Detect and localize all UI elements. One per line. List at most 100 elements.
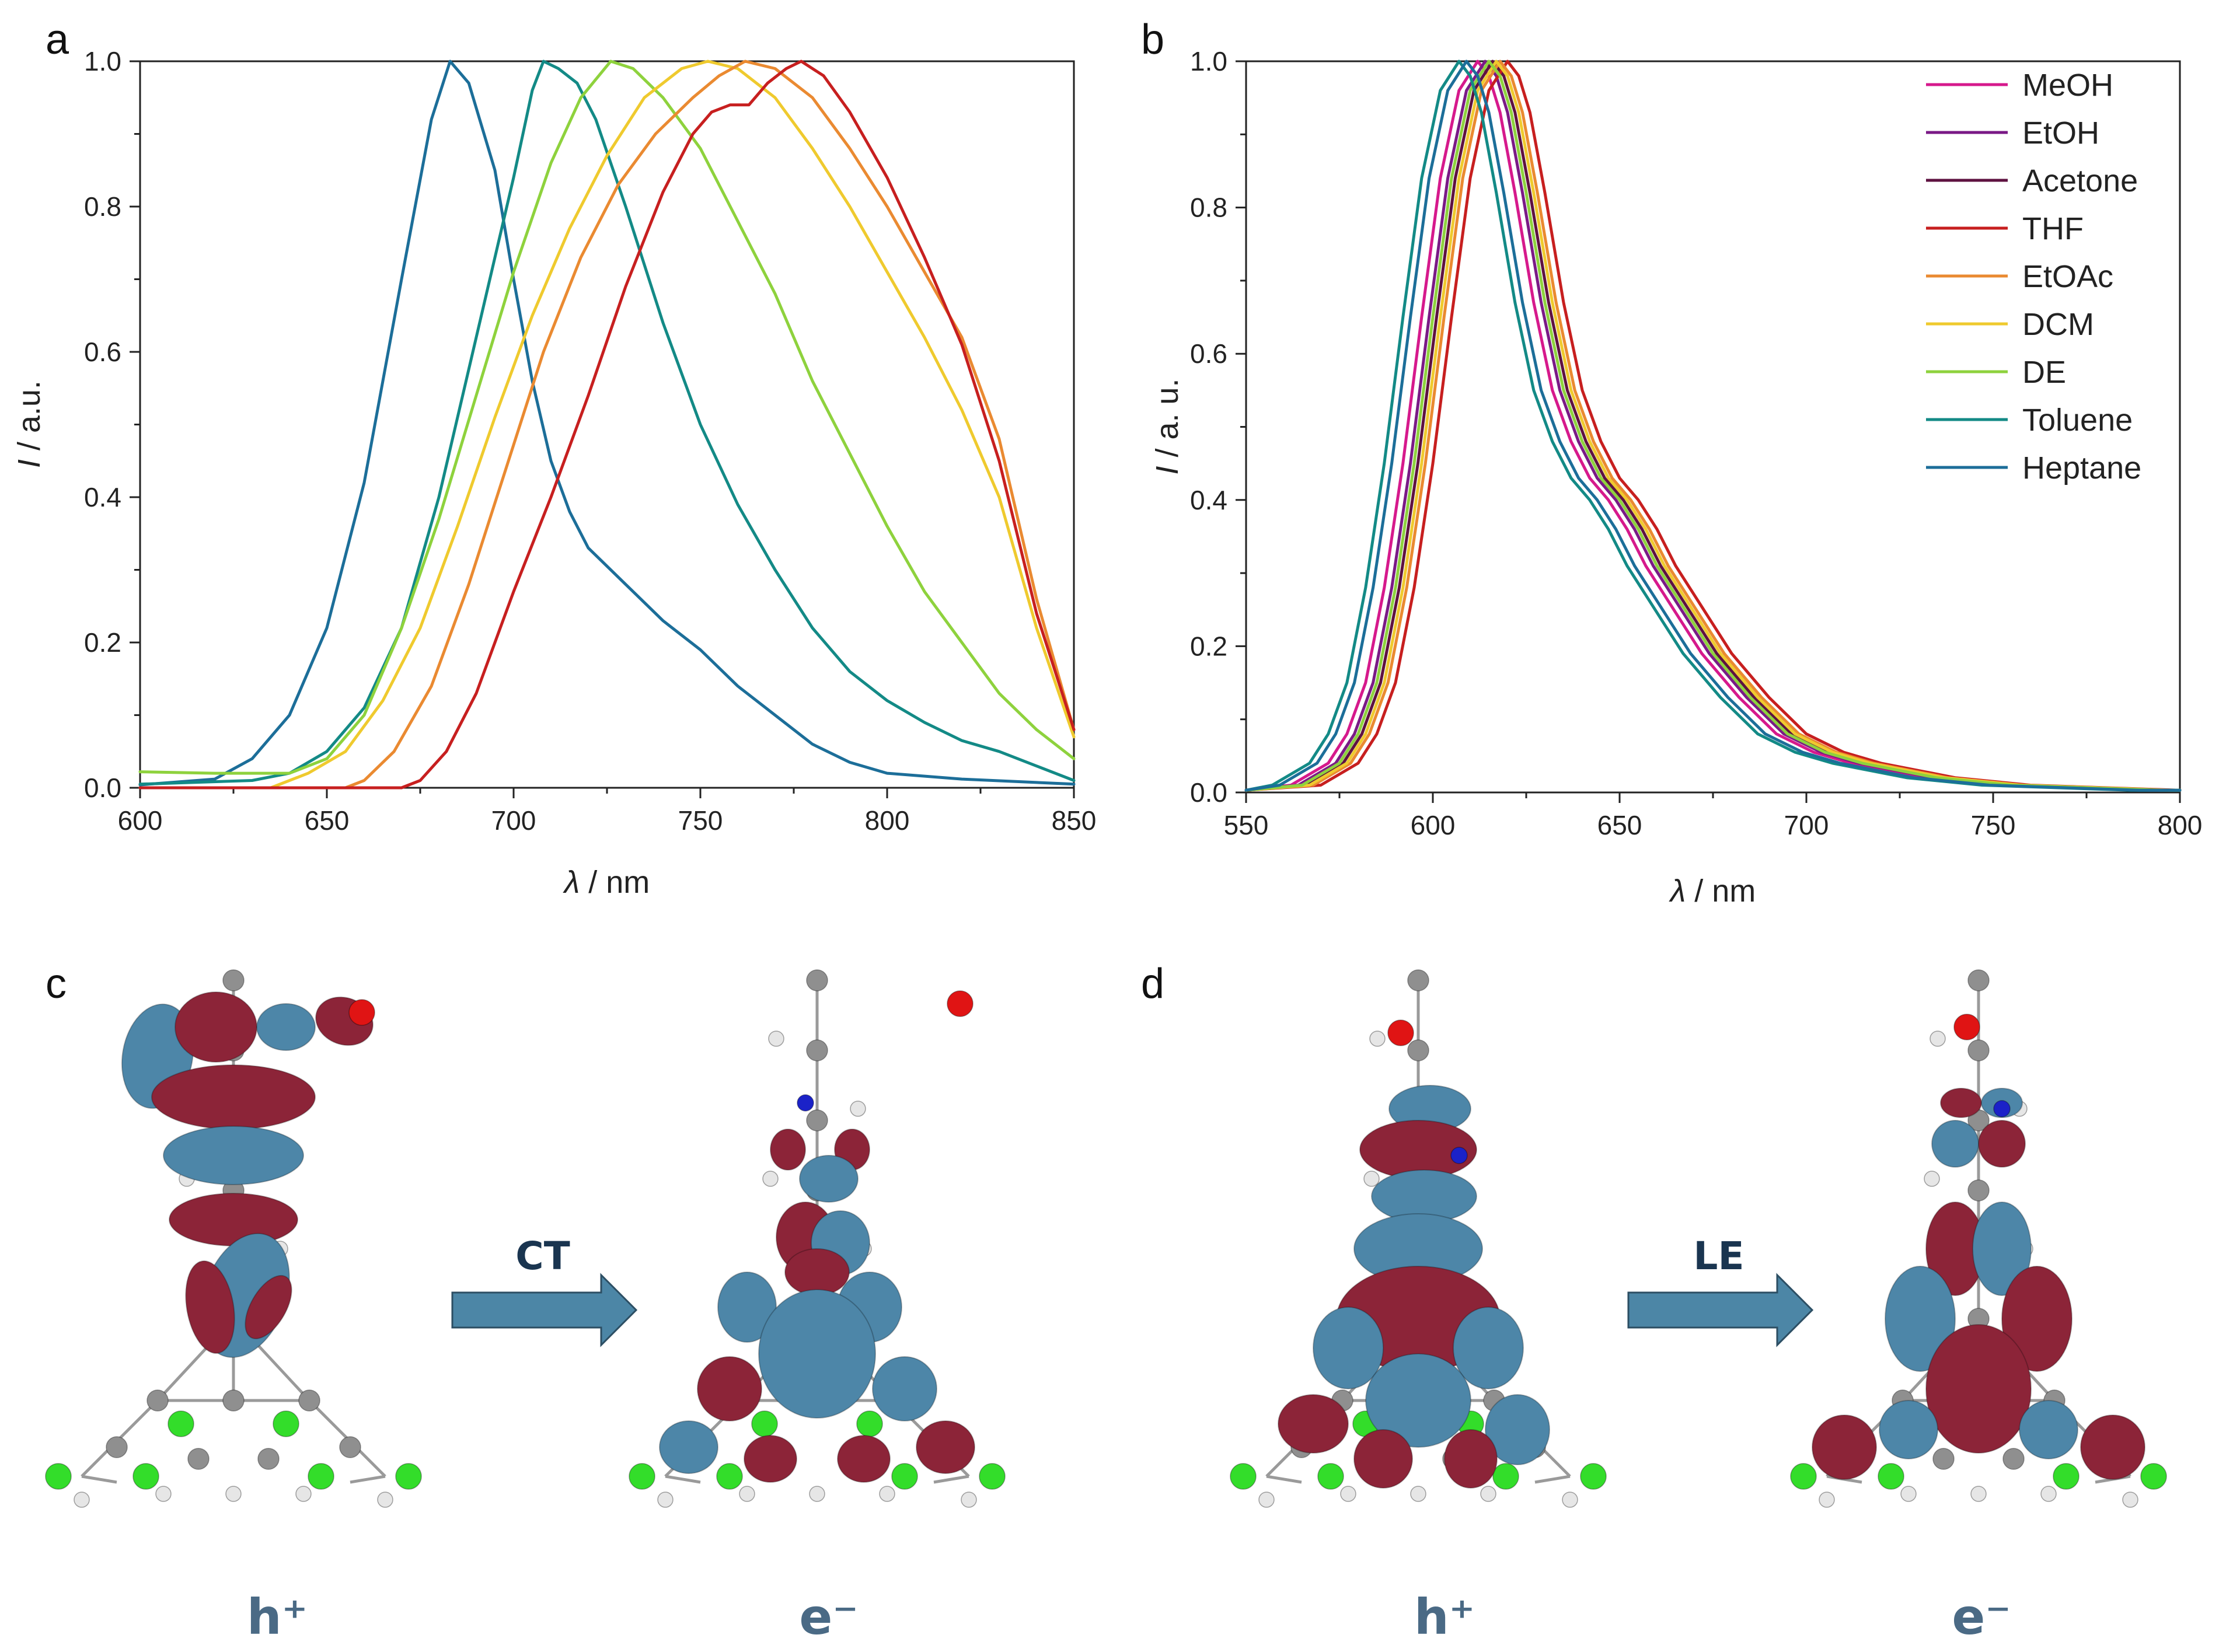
plot-b-ytick-label: 0.0	[1190, 777, 1227, 808]
bond	[933, 1475, 969, 1484]
chlorine-atom	[1230, 1463, 1257, 1490]
nitrogen-atom	[797, 1094, 814, 1112]
carbon-atom	[1932, 1448, 1955, 1470]
chlorine-atom	[716, 1463, 743, 1490]
chlorine-atom	[168, 1410, 194, 1437]
plot-b: 550 600 650 700 750 800 0.0 0.2 0.4 0.6 0.8 1.0 MeO…	[1150, 46, 2202, 909]
molecule-c-hole-density	[45, 969, 422, 1508]
chlorine-atom	[308, 1463, 334, 1490]
plot-a: 600 650 700 750 800 850 0.0 0.2 0.4 0.6 0.8 1.0 λ /…	[12, 46, 1096, 900]
orbital-lobe	[1978, 1120, 2026, 1168]
plot-a-frame	[139, 60, 1075, 789]
plot-a-ytick-label: 0.8	[84, 191, 121, 222]
d-hole-label: h⁺	[1414, 1588, 1475, 1646]
orbital-lobe	[872, 1356, 937, 1422]
plot-b-line-toluene	[1244, 60, 2182, 792]
molecule-c-electron-density	[629, 969, 1006, 1508]
chlorine-atom	[2053, 1463, 2080, 1490]
legend-label-dcm: DCM	[2022, 307, 2094, 342]
hydrogen-atom	[1258, 1492, 1275, 1508]
ct-arrow-shape	[451, 1273, 638, 1347]
orbital-lobe	[717, 1272, 777, 1343]
carbon-atom	[146, 1389, 169, 1412]
hydrogen-atom	[768, 1031, 784, 1047]
hydrogen-atom	[1970, 1486, 1987, 1502]
bond	[1266, 1475, 1302, 1484]
d-electron-label: e⁻	[1952, 1588, 2011, 1646]
plot-b-line-de	[1244, 60, 2182, 792]
plot-b-ylabel: I / a. u.	[1150, 378, 1185, 474]
carbon-atom	[222, 1389, 245, 1412]
molecule-d-hole-density	[1230, 969, 1607, 1508]
le-arrow: LE	[1627, 1234, 1814, 1347]
plot-b-ytick-label: 0.8	[1190, 193, 1227, 223]
hydrogen-atom	[2040, 1486, 2057, 1502]
orbital-lobe	[1313, 1307, 1384, 1389]
panel-a-letter: a	[46, 16, 69, 63]
hydrogen-atom	[377, 1492, 393, 1508]
le-arrow-shape	[1627, 1273, 1814, 1347]
plot-a-ytick-label: 0.2	[84, 627, 121, 658]
plot-b-xtick-label: 650	[1597, 810, 1642, 840]
chlorine-atom	[1790, 1463, 1817, 1490]
orbital-lobe	[2080, 1414, 2145, 1480]
carbon-atom	[2002, 1448, 2025, 1470]
plot-b-ylabel-symbol: I	[1150, 466, 1185, 475]
hydrogen-atom	[809, 1486, 825, 1502]
carbon-atom	[298, 1389, 320, 1412]
ct-arrow: CT	[451, 1234, 638, 1347]
carbon-atom	[806, 969, 828, 991]
plot-a-line-thf	[138, 60, 1076, 790]
carbon-atom	[1407, 969, 1429, 991]
hydrogen-atom	[1363, 1171, 1380, 1187]
plot-b-line-meoh	[1244, 60, 2182, 792]
legend-label-etoh: EtOH	[2022, 116, 2099, 151]
plot-a-xlabel-symbol: λ	[563, 865, 580, 900]
orbital-lobe	[1353, 1429, 1413, 1489]
chlorine-atom	[751, 1410, 778, 1437]
carbon-atom	[1967, 1039, 1990, 1061]
orbital-lobe	[256, 1003, 316, 1051]
legend-label-acetone: Acetone	[2022, 163, 2138, 198]
orbital-lobe	[1972, 1202, 2032, 1296]
orbital-lobe	[770, 1129, 806, 1171]
orbital-lobe	[169, 1193, 298, 1246]
orbital-lobe	[2019, 1400, 2078, 1459]
hydrogen-atom	[657, 1492, 674, 1508]
carbon-atom	[339, 1436, 361, 1458]
plot-a-xtick-label: 850	[1052, 805, 1097, 836]
hydrogen-atom	[155, 1486, 172, 1502]
c-electron-label: e⁻	[799, 1588, 858, 1646]
plot-b-ylabel-unit: / a. u.	[1150, 378, 1185, 466]
legend-label-thf: THF	[2022, 211, 2084, 246]
orbital-lobe	[1925, 1324, 2032, 1454]
chlorine-atom	[891, 1463, 918, 1490]
hydrogen-atom	[739, 1486, 755, 1502]
hydrogen-atom	[1930, 1031, 1946, 1047]
hydrogen-atom	[1410, 1486, 1426, 1502]
hydrogen-atom	[1369, 1031, 1386, 1047]
orbital-lobe	[1885, 1266, 1956, 1372]
carbon-atom	[106, 1436, 128, 1458]
oxygen-atom	[947, 990, 974, 1017]
orbital-lobe	[758, 1289, 876, 1419]
hydrogen-atom	[879, 1486, 895, 1502]
plot-a-ytick-label: 0.6	[84, 337, 121, 367]
carbon-atom	[1967, 1179, 1990, 1202]
carbon-atom	[1407, 1039, 1429, 1061]
orbital-lobe	[659, 1420, 718, 1474]
orbital-lobe	[916, 1420, 975, 1474]
plot-a-ylabel-symbol: I	[12, 459, 47, 468]
plot-b-xtick-label: 800	[2158, 810, 2203, 840]
orbital-lobe	[185, 1260, 235, 1354]
hydrogen-atom	[1562, 1492, 1578, 1508]
hydrogen-atom	[74, 1492, 90, 1508]
hydrogen-atom	[961, 1492, 977, 1508]
hydrogen-atom	[850, 1101, 866, 1117]
orbital-lobe	[697, 1356, 762, 1422]
chlorine-atom	[629, 1463, 655, 1490]
plot-a-ylabel-unit: / a.u.	[12, 380, 47, 459]
nitrogen-atom	[1993, 1100, 2011, 1117]
plot-a-xlabel-unit: / nm	[580, 865, 650, 900]
oxygen-atom	[1387, 1019, 1414, 1046]
